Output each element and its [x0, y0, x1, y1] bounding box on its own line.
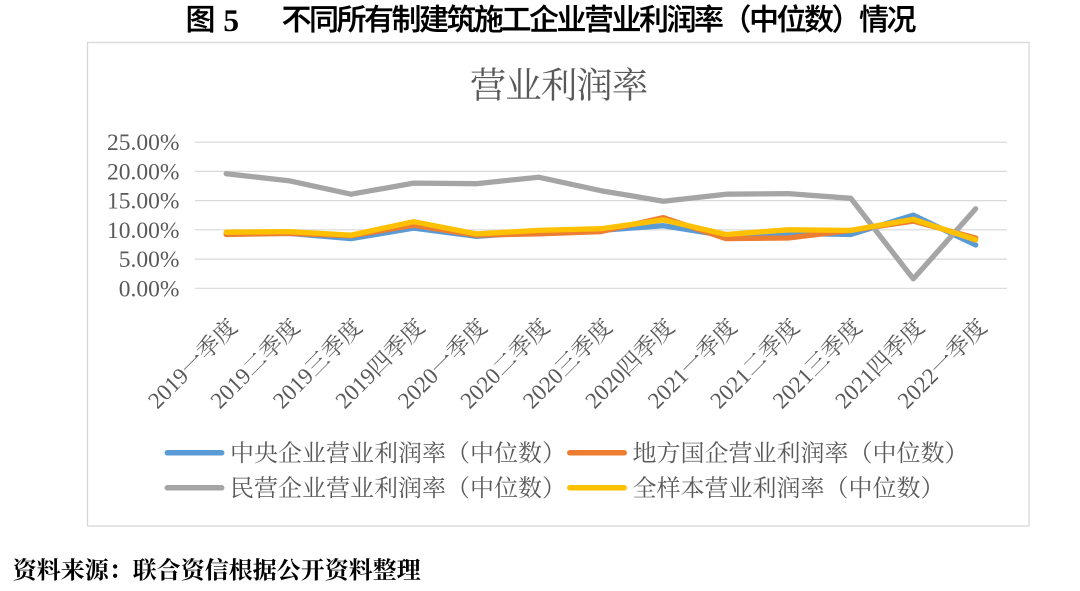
- svg-text:10.00%: 10.00%: [107, 218, 179, 244]
- svg-text:5.00%: 5.00%: [119, 247, 180, 273]
- svg-text:0.00%: 0.00%: [119, 276, 180, 302]
- svg-text:20.00%: 20.00%: [107, 159, 179, 185]
- svg-text:25.00%: 25.00%: [107, 130, 179, 156]
- svg-text:15.00%: 15.00%: [107, 189, 179, 215]
